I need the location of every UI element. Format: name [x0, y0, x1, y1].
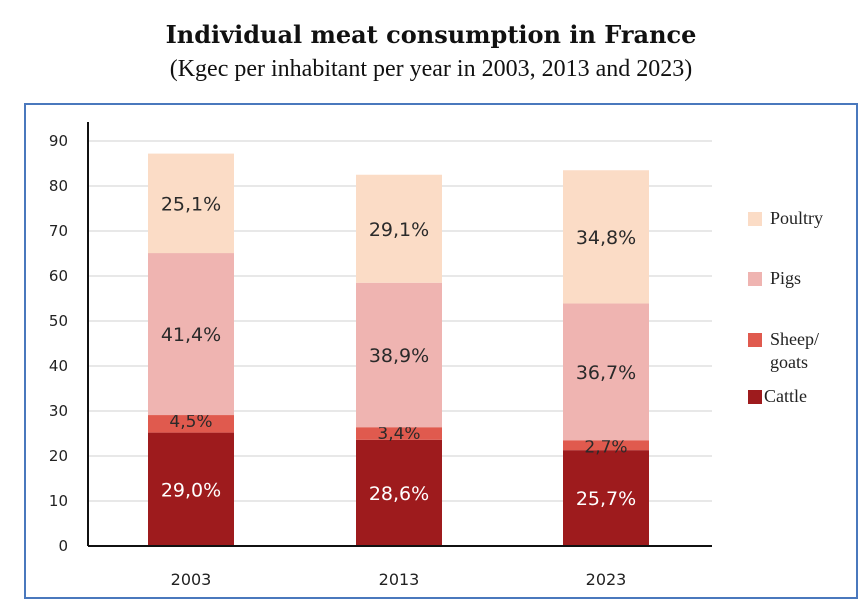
data-label: 2,7%: [584, 437, 627, 457]
y-tick-label: 70: [49, 222, 68, 240]
bar-segment-cattle: [563, 450, 649, 546]
data-label: 36,7%: [576, 362, 636, 384]
y-tick-label: 20: [49, 447, 68, 465]
bar-segment-poultry: [563, 170, 649, 304]
y-tick-label: 0: [58, 537, 68, 555]
x-tick-label: 2003: [171, 570, 212, 589]
chart-title: Individual meat consumption in France: [165, 20, 697, 49]
bar-segment-pigs: [563, 303, 649, 441]
legend-swatch-sheep_goats: [748, 333, 762, 347]
y-tick-label: 80: [49, 177, 68, 195]
legend-label: Pigs: [770, 268, 801, 288]
y-tick-label: 60: [49, 267, 68, 285]
data-label: 38,9%: [369, 345, 429, 367]
data-label: 25,7%: [576, 488, 636, 510]
bar-segment-pigs: [148, 253, 234, 416]
legend-label: Cattle: [764, 386, 807, 406]
bar-segment-cattle: [148, 432, 234, 546]
legend-swatch-pigs: [748, 272, 762, 286]
data-label: 25,1%: [161, 193, 221, 215]
data-label: 3,4%: [377, 424, 420, 444]
legend-swatch-poultry: [748, 212, 762, 226]
data-label: 4,5%: [169, 412, 212, 432]
data-label: 28,6%: [369, 483, 429, 505]
bar-segment-poultry: [148, 153, 234, 254]
legend-label: goats: [770, 352, 808, 372]
y-tick-label: 10: [49, 492, 68, 510]
chart-subtitle: (Kgec per inhabitant per year in 2003, 2…: [169, 56, 693, 82]
bar-segment-poultry: [356, 174, 442, 283]
data-label: 29,1%: [369, 219, 429, 241]
legend-label: Poultry: [770, 208, 823, 228]
x-tick-label: 2013: [379, 570, 420, 589]
data-label: 29,0%: [161, 479, 221, 501]
bar-segment-pigs: [356, 282, 442, 428]
y-tick-label: 40: [49, 357, 68, 375]
legend-swatch-cattle: [748, 390, 762, 404]
bar-segment-sheep_goats: [356, 427, 442, 440]
data-label: 34,8%: [576, 227, 636, 249]
y-tick-label: 30: [49, 402, 68, 420]
legend-label: Sheep/: [770, 329, 819, 349]
bar-segment-sheep_goats: [148, 415, 234, 433]
bar-segment-sheep_goats: [563, 440, 649, 451]
bar-segment-cattle: [356, 439, 442, 546]
data-label: 41,4%: [161, 324, 221, 346]
chart-frame: [24, 103, 858, 599]
y-tick-label: 90: [49, 132, 68, 150]
y-tick-label: 50: [49, 312, 68, 330]
x-tick-label: 2023: [586, 570, 627, 589]
